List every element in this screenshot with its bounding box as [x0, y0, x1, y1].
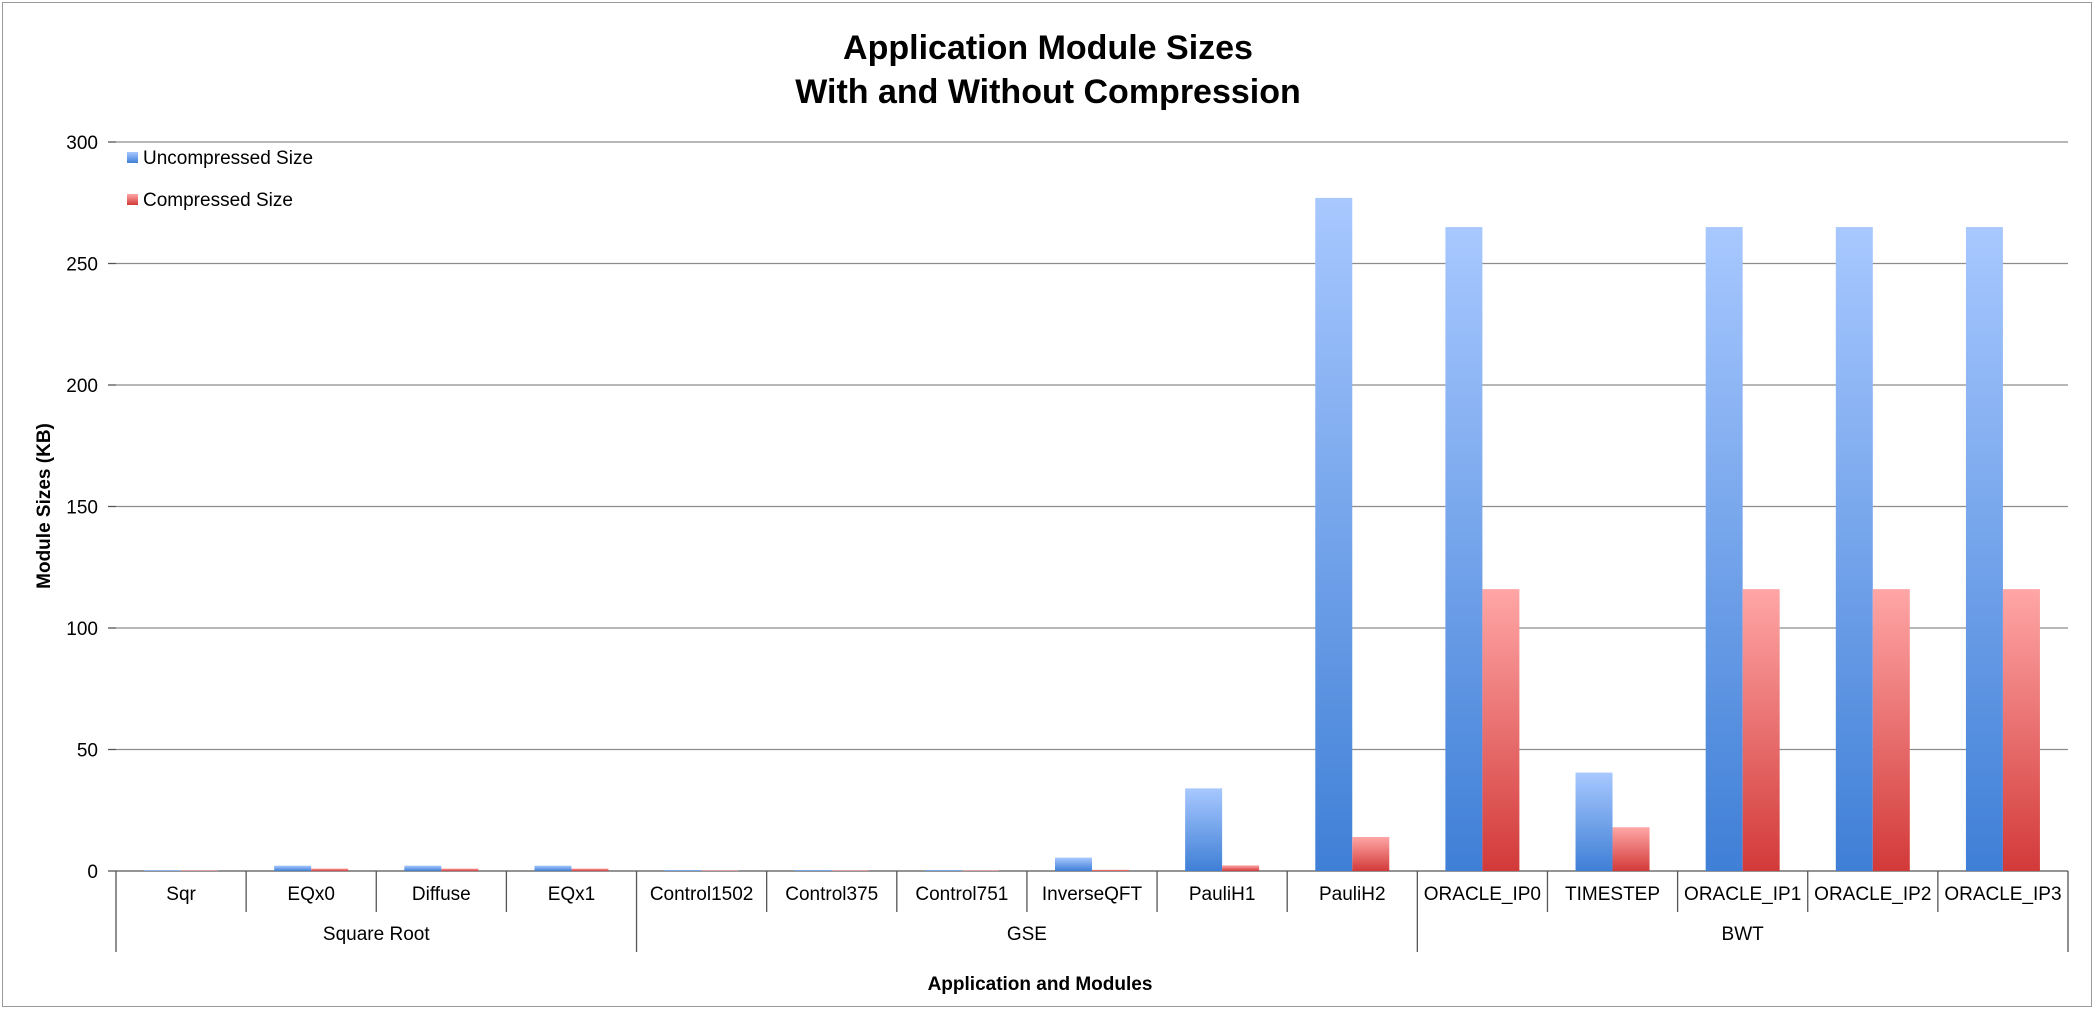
- bar-uncompressed: [1185, 788, 1223, 871]
- bar-compressed: [181, 870, 219, 872]
- bar-uncompressed: [1835, 227, 1873, 872]
- legend: Uncompressed Size Compressed Size: [127, 148, 313, 211]
- x-tick-label: Diffuse: [412, 884, 471, 905]
- y-axis-ticks: 0 50 100 150 200 250 300: [66, 133, 116, 883]
- bar-compressed: [1872, 589, 1910, 871]
- x-tick-label: ORACLE_IP3: [1944, 884, 2061, 905]
- bar-compressed: [311, 868, 349, 871]
- bar-uncompressed: [274, 865, 312, 871]
- bar-uncompressed: [144, 870, 182, 871]
- bars: [144, 197, 2040, 872]
- legend-swatch: [127, 194, 138, 205]
- x-group-label: Square Root: [323, 924, 430, 945]
- bar-uncompressed: [404, 865, 442, 871]
- bar-uncompressed: [794, 870, 832, 871]
- bar-uncompressed: [1315, 197, 1353, 871]
- bar-uncompressed: [1445, 227, 1483, 872]
- legend-swatch: [127, 152, 138, 163]
- x-tick-label: Control751: [915, 884, 1008, 905]
- bar-compressed: [1482, 589, 1520, 871]
- bar-compressed: [1352, 836, 1390, 871]
- bar-uncompressed: [664, 870, 702, 871]
- x-axis-title: Application and Modules: [928, 974, 1153, 995]
- y-tick-label: 100: [66, 619, 98, 640]
- legend-label: Compressed Size: [143, 190, 293, 211]
- x-tick-label: EQx0: [287, 884, 335, 905]
- bar-compressed: [831, 870, 869, 872]
- bar-compressed: [1612, 827, 1650, 871]
- bar-uncompressed: [534, 865, 572, 871]
- bar-compressed: [2002, 589, 2040, 871]
- bar-compressed: [1092, 869, 1129, 871]
- bar-uncompressed: [924, 870, 962, 871]
- x-tick-label: ORACLE_IP2: [1814, 884, 1931, 905]
- bar-compressed: [571, 868, 609, 871]
- bar-compressed: [701, 870, 739, 872]
- y-tick-label: 0: [87, 862, 98, 883]
- x-tick-label: PauliH2: [1319, 884, 1386, 905]
- x-tick-label: TIMESTEP: [1565, 884, 1660, 905]
- chart-title-line-1: Application Module Sizes: [843, 29, 1253, 67]
- y-tick-label: 300: [66, 133, 98, 154]
- bar-compressed: [1742, 589, 1780, 871]
- y-tick-label: 150: [66, 498, 98, 519]
- legend-label: Uncompressed Size: [143, 148, 313, 169]
- x-axis: Sqr EQx0 Diffuse EQx1 Control1502 Control375 C…: [115, 871, 2069, 952]
- chart-title-line-2: With and Without Compression: [795, 73, 1301, 111]
- bar-uncompressed: [1055, 857, 1092, 871]
- y-tick-label: 50: [77, 741, 98, 762]
- x-group-label: GSE: [1007, 924, 1047, 945]
- x-tick-label: Control1502: [650, 884, 754, 905]
- bar-uncompressed: [1575, 772, 1613, 871]
- bar-uncompressed: [1705, 227, 1743, 872]
- x-tick-label: PauliH1: [1189, 884, 1256, 905]
- x-tick-label: Sqr: [166, 884, 196, 905]
- x-tick-label: EQx1: [548, 884, 596, 905]
- bar-compressed: [1222, 865, 1260, 871]
- x-tick-label: ORACLE_IP1: [1684, 884, 1801, 905]
- x-tick-label: ORACLE_IP0: [1424, 884, 1541, 905]
- x-tick-label: InverseQFT: [1042, 884, 1143, 905]
- x-group-label: BWT: [1722, 924, 1765, 945]
- x-tick-label: Control375: [785, 884, 878, 905]
- bar-uncompressed: [1965, 227, 2003, 872]
- y-tick-label: 250: [66, 255, 98, 276]
- y-tick-label: 200: [66, 376, 98, 397]
- bar-compressed: [961, 870, 999, 872]
- y-axis-title: Module Sizes (KB): [34, 423, 55, 589]
- bar-compressed: [441, 868, 479, 871]
